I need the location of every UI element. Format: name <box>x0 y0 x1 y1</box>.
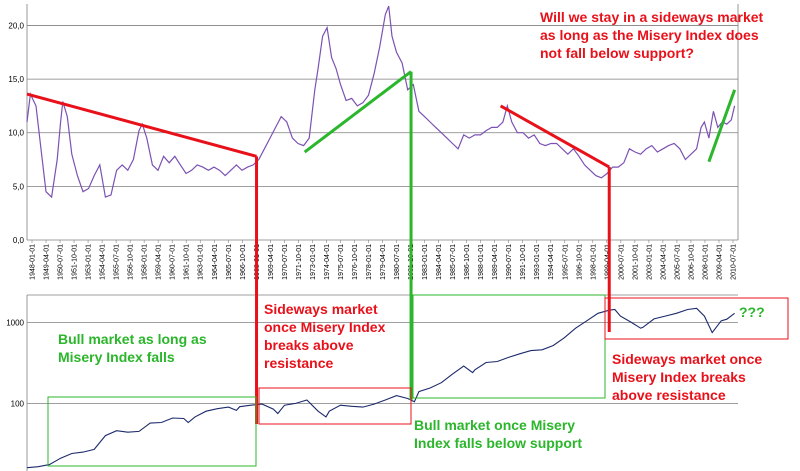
x-tick-label-46: 2005-07-01 <box>674 244 681 280</box>
x-tick-label-19: 1971-10-01 <box>296 244 303 280</box>
x-tick-label-2: 1950-07-01 <box>58 244 65 280</box>
x-tick-label-42: 2000-07-01 <box>618 244 625 280</box>
x-tick-label-7: 1956-10-01 <box>128 244 135 280</box>
x-tick-label-20: 1973-01-01 <box>310 244 317 280</box>
x-tick-label-31: 1986-10-01 <box>464 244 471 280</box>
x-tick-label-24: 1978-01-01 <box>366 244 373 280</box>
x-tick-label-40: 1998-01-01 <box>590 244 597 280</box>
x-tick-label-33: 1989-04-01 <box>492 244 499 280</box>
bottom-ytick-label-0: 100 <box>11 399 25 408</box>
x-tick-label-43: 2001-10-01 <box>632 244 639 280</box>
top-ytick-label-0: 0,0 <box>13 236 25 245</box>
x-tick-label-17: 1969-04-01 <box>268 244 275 280</box>
x-tick-label-34: 1990-07-01 <box>506 244 513 280</box>
x-tick-label-37: 1994-04-01 <box>548 244 555 280</box>
x-tick-label-45: 2004-04-01 <box>660 244 667 280</box>
x-tick-label-1: 1949-04-01 <box>44 244 51 280</box>
bottom-ytick-label-1: 1000 <box>6 319 24 328</box>
x-tick-label-3: 1951-10-01 <box>72 244 79 280</box>
x-tick-label-0: 1948-01-01 <box>30 244 37 280</box>
x-tick-label-30: 1985-07-01 <box>450 244 457 280</box>
x-tick-label-13: 1964-04-01 <box>212 244 219 280</box>
x-tick-label-4: 1953-01-01 <box>86 244 93 280</box>
x-tick-label-8: 1958-01-01 <box>142 244 149 280</box>
bull-support-annotation: Bull market once Misery Index falls belo… <box>414 417 583 451</box>
sideways-box-2 <box>604 297 789 340</box>
x-tick-label-5: 1954-04-01 <box>100 244 107 280</box>
support-line-2 <box>707 89 737 163</box>
top-ytick-label-4: 20,0 <box>8 21 24 30</box>
misery-index-line <box>26 5 736 199</box>
x-tick-label-38: 1995-07-01 <box>562 244 569 280</box>
resistance-line-2 <box>499 104 610 169</box>
x-tick-label-11: 1961-10-01 <box>184 244 191 280</box>
question-annotation: Will we stay in a sideways market as lon… <box>540 9 764 61</box>
x-tick-label-21: 1974-04-01 <box>324 244 331 280</box>
x-tick-label-14: 1965-07-01 <box>226 244 233 280</box>
x-tick-label-49: 2009-04-01 <box>716 244 723 280</box>
support-line-1 <box>303 70 412 154</box>
x-tick-label-44: 2003-01-01 <box>646 244 653 280</box>
sideways-annotation-2: Sideways market once Misery Index breaks… <box>612 351 763 403</box>
sp500-line <box>26 307 735 469</box>
x-tick-label-25: 1979-04-01 <box>380 244 387 280</box>
top-ytick-label-2: 10,0 <box>8 129 24 138</box>
x-tick-label-48: 2008-01-01 <box>702 244 709 280</box>
x-tick-label-47: 2006-10-01 <box>688 244 695 280</box>
sideways-annotation-1: Sideways market once Misery Index breaks… <box>264 301 386 371</box>
top-ytick-label-3: 15,0 <box>8 75 24 84</box>
x-tick-label-6: 1955-07-01 <box>114 244 121 280</box>
x-tick-label-10: 1960-07-01 <box>170 244 177 280</box>
x-tick-label-12: 1963-01-01 <box>198 244 205 280</box>
x-tick-label-39: 1996-10-01 <box>576 244 583 280</box>
x-tick-label-15: 1966-10-01 <box>240 244 247 280</box>
sideways-box-1 <box>258 387 412 425</box>
bull-falls-annotation: Bull market as long as Misery Index fall… <box>58 331 207 365</box>
top-ytick-label-1: 5,0 <box>13 182 25 191</box>
question-marks: ??? <box>739 304 765 320</box>
x-tick-label-23: 1976-10-01 <box>352 244 359 280</box>
resistance-line-1 <box>26 92 257 158</box>
x-tick-label-35: 1991-10-01 <box>520 244 527 280</box>
x-tick-label-18: 1970-07-01 <box>282 244 289 280</box>
x-tick-label-32: 1988-01-01 <box>478 244 485 280</box>
x-tick-label-22: 1975-07-01 <box>338 244 345 280</box>
x-tick-label-50: 2010-07-01 <box>731 244 738 280</box>
bull-box-2 <box>412 294 606 399</box>
x-tick-label-9: 1959-04-01 <box>156 244 163 280</box>
x-tick-label-28: 1983-01-01 <box>422 244 429 280</box>
x-tick-label-26: 1980-07-01 <box>394 244 401 280</box>
x-tick-label-29: 1984-04-01 <box>436 244 443 280</box>
bull-box-1 <box>47 396 257 467</box>
x-tick-label-36: 1993-01-01 <box>534 244 541 280</box>
